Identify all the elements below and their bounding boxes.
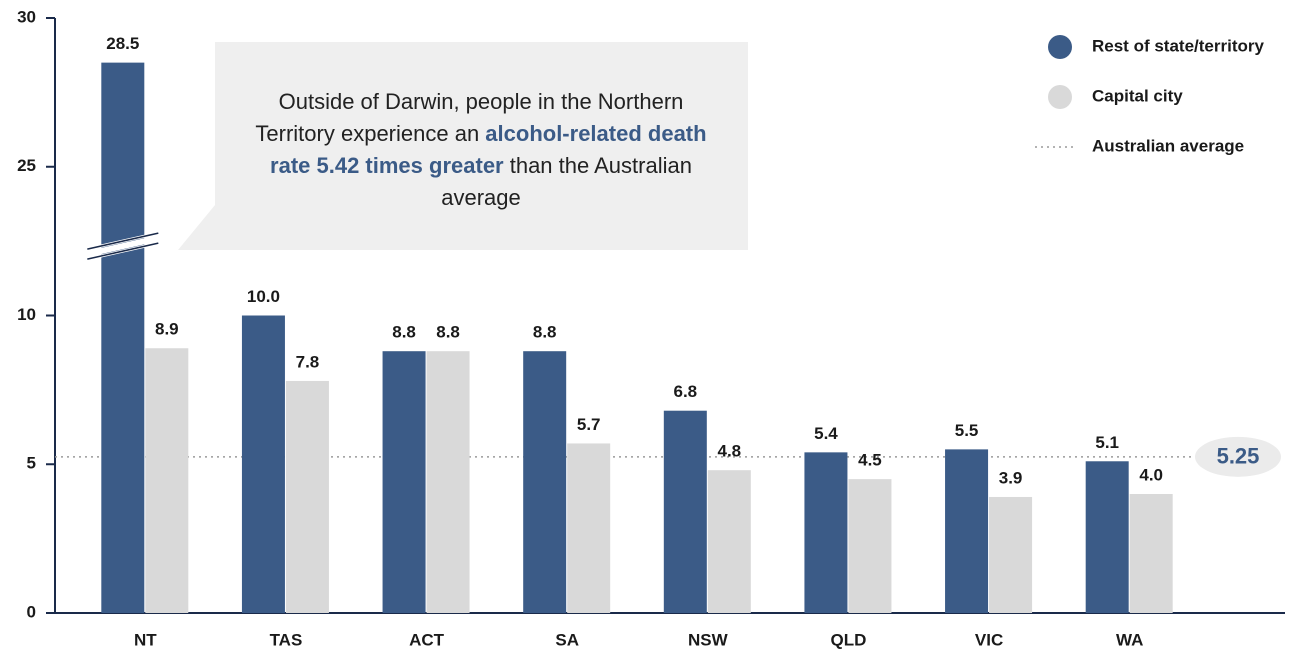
- x-tick-label: ACT: [409, 630, 445, 649]
- value-label: 28.5: [106, 34, 139, 53]
- x-tick-label: VIC: [975, 630, 1003, 649]
- y-tick-label: 0: [27, 602, 36, 621]
- value-label: 4.0: [1139, 465, 1163, 484]
- x-tick-label: WA: [1116, 630, 1143, 649]
- value-label: 8.9: [155, 320, 179, 339]
- bar: [663, 410, 707, 613]
- y-tick-label: 5: [27, 454, 36, 473]
- x-tick-label: SA: [555, 630, 579, 649]
- value-label: 5.5: [955, 421, 979, 440]
- reference-label: 5.25: [1217, 444, 1260, 469]
- annotation-highlight: alcohol-related death rate 5.42 times gr…: [270, 121, 707, 178]
- y-tick-label: 30: [17, 7, 36, 26]
- bar: [945, 449, 989, 613]
- axis-break-mark: [87, 242, 159, 260]
- axis-break-mark: [86, 235, 159, 258]
- value-label: 5.7: [577, 415, 601, 434]
- value-label: 7.8: [296, 352, 320, 371]
- value-label: 8.8: [436, 323, 460, 342]
- x-tick-label: NSW: [688, 630, 729, 649]
- legend-label: Capital city: [1092, 86, 1183, 105]
- bar: [241, 315, 285, 613]
- x-tick-label: TAS: [270, 630, 303, 649]
- bar: [567, 443, 611, 613]
- bar: [848, 479, 892, 613]
- annotation-box: [178, 42, 748, 250]
- x-tick-label: QLD: [830, 630, 866, 649]
- value-label: 4.5: [858, 451, 882, 470]
- bar: [101, 62, 145, 613]
- bar: [285, 380, 329, 613]
- bar: [523, 351, 567, 613]
- annotation-text: Outside of Darwin, people in the Norther…: [255, 89, 684, 146]
- legend-label: Rest of state/territory: [1092, 36, 1264, 55]
- value-label: 6.8: [673, 382, 697, 401]
- value-label: 4.8: [717, 442, 741, 461]
- value-label: 3.9: [999, 468, 1023, 487]
- value-label: 5.1: [1095, 433, 1119, 452]
- bar: [1129, 494, 1173, 613]
- bar: [426, 351, 470, 613]
- y-tick-label: 25: [17, 156, 36, 175]
- x-tick-label: NT: [134, 630, 157, 649]
- bar: [382, 351, 426, 613]
- legend-label: Australian average: [1092, 136, 1244, 155]
- annotation-text: than the Australian average: [441, 153, 692, 210]
- reference-badge: [1195, 436, 1281, 477]
- value-label: 8.8: [533, 323, 557, 342]
- bar: [804, 452, 848, 613]
- value-label: 10.0: [247, 287, 280, 306]
- axis-break-mark: [87, 232, 159, 250]
- value-label: 8.8: [392, 323, 416, 342]
- legend-swatch: [1048, 85, 1072, 109]
- bar: [1085, 461, 1129, 613]
- y-tick-label: 10: [17, 305, 36, 324]
- annotation: Outside of Darwin, people in the Norther…: [250, 86, 712, 214]
- bar: [989, 496, 1033, 613]
- bar: [707, 470, 751, 613]
- legend-swatch: [1048, 35, 1072, 59]
- value-label: 5.4: [814, 424, 838, 443]
- bar: [145, 348, 189, 613]
